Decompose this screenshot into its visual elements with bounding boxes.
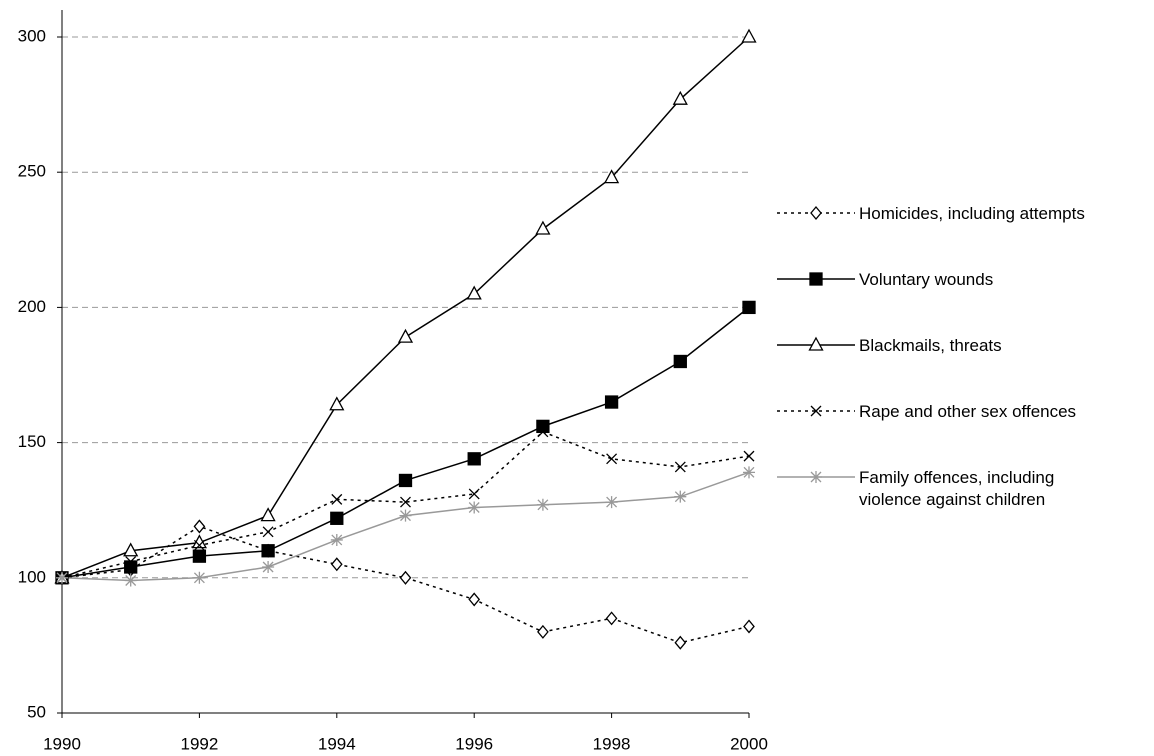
marker <box>605 496 618 509</box>
marker <box>810 405 822 417</box>
x-tick-label: 1998 <box>593 734 631 753</box>
marker <box>535 220 551 235</box>
marker <box>674 635 687 650</box>
legend: Homicides, including attempts Voluntary w… <box>775 198 1150 528</box>
legend-label: Rape and other sex offences <box>859 402 1077 421</box>
marker <box>329 396 345 411</box>
marker <box>193 571 206 584</box>
marker <box>468 501 481 514</box>
x-tick-label: 2000 <box>730 734 768 753</box>
marker <box>673 354 687 369</box>
marker <box>399 570 412 585</box>
marker <box>809 272 823 286</box>
legend-swatch <box>777 336 855 351</box>
marker <box>125 556 137 568</box>
marker <box>537 426 549 438</box>
marker <box>400 496 411 508</box>
marker <box>260 507 276 522</box>
x-tick-label: 1992 <box>180 734 218 753</box>
x-tick-label: 1990 <box>43 734 81 753</box>
marker <box>672 90 688 105</box>
legend-label: Blackmails, threats <box>859 336 1002 355</box>
marker <box>330 557 343 572</box>
marker <box>193 539 205 551</box>
legend-item: Homicides, including attempts <box>775 198 1150 264</box>
marker <box>124 560 138 574</box>
legend-label: Homicides, including attempts <box>859 204 1085 223</box>
legend-swatch <box>777 272 855 286</box>
marker <box>331 493 343 505</box>
y-tick-label: 250 <box>18 162 46 181</box>
marker <box>398 473 413 488</box>
legend-item: Voluntary wounds <box>775 264 1150 330</box>
marker <box>261 544 275 558</box>
marker <box>468 592 481 607</box>
marker <box>743 619 755 634</box>
marker <box>262 526 274 538</box>
legend-swatch <box>777 205 855 221</box>
y-tick-label: 200 <box>18 297 46 316</box>
marker <box>330 511 344 525</box>
marker <box>810 471 822 483</box>
marker <box>605 611 618 626</box>
marker <box>468 488 480 500</box>
marker <box>604 395 619 409</box>
marker <box>330 533 343 546</box>
marker <box>742 300 756 315</box>
marker <box>467 452 481 466</box>
marker <box>741 28 757 43</box>
y-tick-label: 150 <box>18 432 46 451</box>
marker <box>192 549 207 563</box>
y-tick-label: 50 <box>27 702 46 721</box>
y-tick-label: 100 <box>18 567 46 586</box>
y-tick-label: 300 <box>18 26 46 45</box>
marker <box>674 490 687 503</box>
marker <box>536 419 550 434</box>
marker <box>743 466 755 479</box>
legend-item: Family offences, including violence agai… <box>775 462 1150 528</box>
marker <box>466 285 482 300</box>
legend-item: Blackmails, threats <box>775 330 1150 396</box>
marker <box>124 574 137 587</box>
marker <box>397 328 414 343</box>
marker <box>808 336 824 351</box>
marker <box>674 461 686 473</box>
legend-swatch <box>777 471 855 483</box>
legend-label: Voluntary wounds <box>859 270 994 289</box>
x-tick-label: 1996 <box>455 734 493 753</box>
marker <box>743 450 755 462</box>
marker <box>123 542 139 557</box>
series-line <box>61 430 750 579</box>
series-line <box>61 471 750 582</box>
marker <box>606 453 618 465</box>
legend-item: Rape and other sex offences <box>775 396 1150 462</box>
marker <box>536 498 549 511</box>
legend-swatch <box>777 405 855 417</box>
x-tick-label: 1994 <box>318 734 356 753</box>
marker <box>537 624 549 639</box>
marker <box>810 205 822 221</box>
marker <box>399 509 412 522</box>
marker <box>262 560 275 573</box>
marker <box>193 519 206 534</box>
legend-label: Family offences, including violence agai… <box>859 468 1055 509</box>
marker <box>56 571 68 584</box>
marker <box>604 169 620 184</box>
